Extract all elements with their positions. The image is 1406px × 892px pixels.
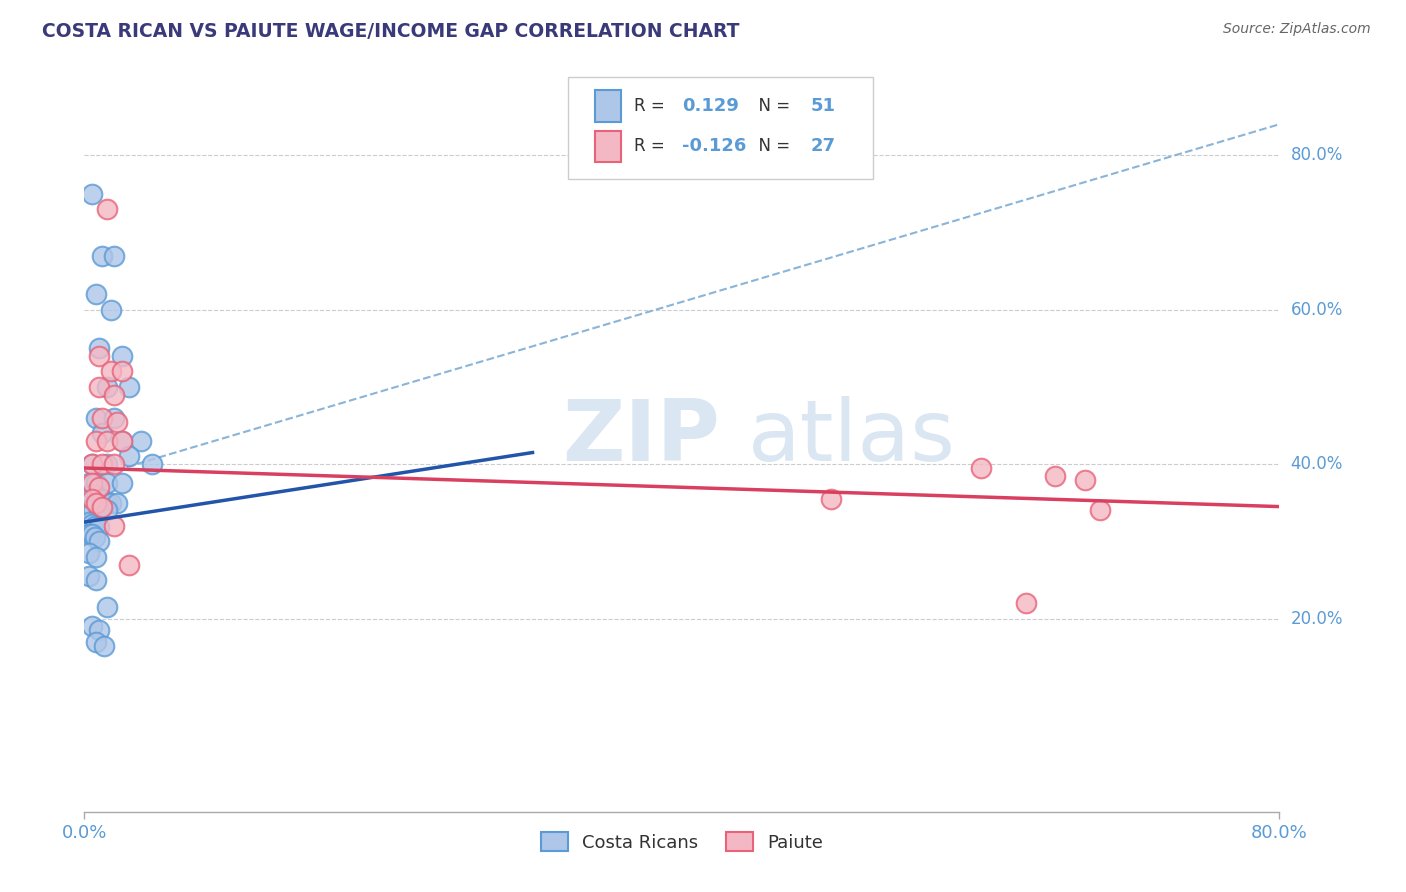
- Point: [83, 531, 105, 545]
- Point: [86, 476, 108, 491]
- Point: [80, 476, 103, 491]
- Point: [91, 491, 114, 506]
- Point: [89, 503, 111, 517]
- Point: [89, 341, 111, 355]
- Point: [86, 287, 108, 301]
- Point: [1045, 468, 1067, 483]
- Point: [86, 434, 108, 448]
- Text: 60.0%: 60.0%: [1291, 301, 1343, 318]
- Point: [91, 248, 114, 262]
- Text: 27: 27: [811, 137, 837, 155]
- Point: [89, 491, 111, 506]
- Point: [111, 364, 134, 378]
- Point: [80, 517, 103, 532]
- Point: [91, 500, 114, 514]
- Point: [83, 519, 105, 533]
- Text: N =: N =: [748, 97, 794, 115]
- Point: [100, 364, 122, 378]
- Point: [86, 549, 108, 564]
- Point: [89, 480, 111, 494]
- FancyBboxPatch shape: [568, 78, 873, 178]
- Text: COSTA RICAN VS PAIUTE WAGE/INCOME GAP CORRELATION CHART: COSTA RICAN VS PAIUTE WAGE/INCOME GAP CO…: [42, 22, 740, 41]
- Bar: [595, 130, 621, 162]
- Point: [82, 503, 104, 517]
- Point: [129, 434, 152, 448]
- Point: [89, 380, 111, 394]
- Point: [103, 519, 125, 533]
- Point: [80, 619, 103, 633]
- Point: [96, 457, 118, 471]
- Point: [91, 410, 114, 425]
- Point: [111, 434, 134, 448]
- Point: [80, 491, 103, 506]
- Point: [100, 302, 122, 317]
- Text: 51: 51: [811, 97, 837, 115]
- Point: [111, 476, 134, 491]
- Point: [105, 496, 128, 510]
- Point: [96, 503, 118, 517]
- Point: [96, 434, 118, 448]
- Point: [77, 515, 100, 529]
- Point: [1074, 473, 1097, 487]
- Point: [80, 186, 103, 201]
- Point: [86, 634, 108, 648]
- Point: [100, 496, 122, 510]
- Text: 80.0%: 80.0%: [1291, 146, 1343, 164]
- Text: 40.0%: 40.0%: [1291, 455, 1343, 473]
- Text: -0.126: -0.126: [682, 137, 747, 155]
- Point: [93, 639, 115, 653]
- Point: [89, 349, 111, 363]
- Point: [89, 520, 111, 534]
- Point: [96, 600, 118, 615]
- Point: [89, 534, 111, 549]
- Text: R =: R =: [634, 137, 671, 155]
- Point: [77, 503, 100, 517]
- Text: N =: N =: [748, 137, 794, 155]
- Point: [1014, 596, 1036, 610]
- Point: [118, 558, 141, 572]
- Text: Source: ZipAtlas.com: Source: ZipAtlas.com: [1223, 22, 1371, 37]
- Point: [970, 461, 993, 475]
- Point: [118, 450, 141, 464]
- Text: ZIP: ZIP: [562, 395, 720, 479]
- Point: [77, 526, 100, 541]
- Point: [80, 457, 103, 471]
- Point: [80, 488, 103, 502]
- Point: [96, 380, 118, 394]
- Point: [91, 426, 114, 441]
- Point: [820, 491, 842, 506]
- Point: [103, 248, 125, 262]
- Point: [80, 526, 103, 541]
- Point: [91, 457, 114, 471]
- Point: [86, 410, 108, 425]
- Point: [1090, 503, 1112, 517]
- Point: [111, 349, 134, 363]
- Text: 20.0%: 20.0%: [1291, 609, 1343, 628]
- Bar: [595, 90, 621, 121]
- Point: [86, 573, 108, 587]
- Text: atlas: atlas: [748, 395, 956, 479]
- Legend: Costa Ricans, Paiute: Costa Ricans, Paiute: [534, 825, 830, 859]
- Point: [105, 415, 128, 429]
- Point: [86, 496, 108, 510]
- Point: [96, 476, 118, 491]
- Point: [141, 457, 163, 471]
- Point: [111, 434, 134, 448]
- Point: [103, 457, 125, 471]
- Point: [77, 569, 100, 583]
- Point: [118, 380, 141, 394]
- Point: [96, 202, 118, 217]
- Point: [103, 410, 125, 425]
- Point: [77, 546, 100, 560]
- Point: [77, 476, 100, 491]
- Point: [96, 496, 118, 510]
- Point: [86, 488, 108, 502]
- Point: [77, 488, 100, 502]
- Point: [89, 623, 111, 637]
- Text: R =: R =: [634, 97, 671, 115]
- Point: [80, 457, 103, 471]
- Point: [103, 387, 125, 401]
- Text: 0.129: 0.129: [682, 97, 738, 115]
